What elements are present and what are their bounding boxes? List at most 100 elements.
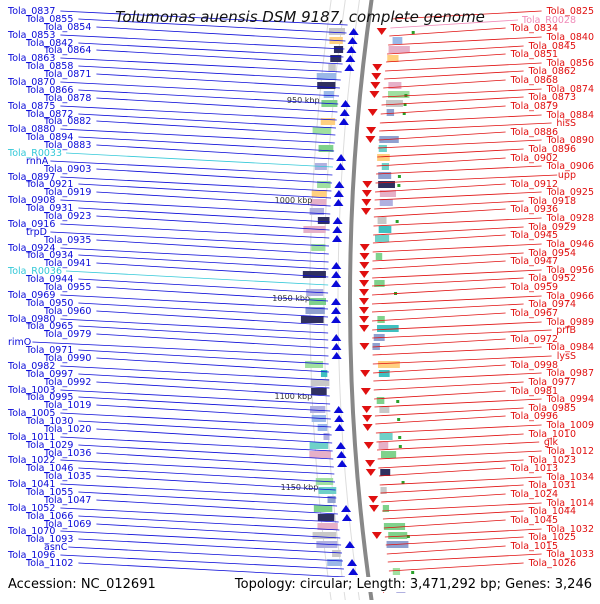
left-gene-label[interactable]: Tola_0858 bbox=[25, 61, 73, 72]
left-gene-label[interactable]: Tola_0950 bbox=[25, 298, 73, 309]
left-gene-label[interactable]: Tola_0995 bbox=[25, 392, 73, 403]
right-gene-label[interactable]: Tola_0886 bbox=[510, 127, 558, 138]
right-gene-label[interactable]: Tola_0959 bbox=[510, 282, 558, 293]
left-gene-label[interactable]: Tola_1029 bbox=[25, 440, 73, 451]
left-gene-label[interactable]: Tola_0894 bbox=[25, 132, 73, 143]
right-gene-label[interactable]: Tola_0977 bbox=[528, 377, 576, 388]
left-gene-label[interactable]: Tola_R0033 bbox=[7, 148, 62, 159]
left-gene-label[interactable]: Tola_1022 bbox=[7, 455, 55, 466]
right-gene-label[interactable]: Tola_0834 bbox=[510, 23, 558, 34]
right-gene-label[interactable]: Tola_1015 bbox=[510, 541, 558, 552]
right-gene-label[interactable]: Tola_0998 bbox=[510, 360, 558, 371]
right-gene-label[interactable]: Tola_1034 bbox=[546, 472, 594, 483]
left-gene-label[interactable]: Tola_0864 bbox=[43, 45, 91, 56]
right-gene-label[interactable]: Tola_0825 bbox=[546, 6, 594, 17]
right-gene-label[interactable]: upp bbox=[558, 170, 576, 181]
left-gene-label[interactable]: Tola_0960 bbox=[43, 306, 91, 317]
left-gene-label[interactable]: Tola_0908 bbox=[7, 195, 55, 206]
right-gene-label[interactable]: Tola_0984 bbox=[546, 342, 594, 353]
right-gene-label[interactable]: Tola_0952 bbox=[528, 273, 576, 284]
left-gene-label[interactable]: Tola_0866 bbox=[25, 85, 73, 96]
right-gene-label[interactable]: Tola_1024 bbox=[510, 489, 558, 500]
left-gene-label[interactable]: Tola_1102 bbox=[25, 558, 73, 569]
left-gene-label[interactable]: Tola_0883 bbox=[43, 140, 91, 151]
left-gene-label[interactable]: Tola_1069 bbox=[43, 519, 91, 530]
right-gene-label[interactable]: Tola_0981 bbox=[510, 386, 558, 397]
right-gene-label[interactable]: Tola_0884 bbox=[546, 110, 594, 121]
right-gene-label[interactable]: Tola_0912 bbox=[510, 179, 558, 190]
left-gene-label[interactable]: Tola_0878 bbox=[43, 93, 91, 104]
left-gene-label[interactable]: Tola_0931 bbox=[25, 203, 73, 214]
left-gene-label[interactable]: Tola_1096 bbox=[7, 550, 55, 561]
right-gene-label[interactable]: Tola_0996 bbox=[510, 411, 558, 422]
right-gene-label[interactable]: Tola_0946 bbox=[546, 239, 594, 250]
right-gene-label[interactable]: Tola_0868 bbox=[510, 75, 558, 86]
right-gene-label[interactable]: Tola_0918 bbox=[528, 196, 576, 207]
left-gene-label[interactable]: Tola_0903 bbox=[43, 164, 91, 175]
right-gene-label[interactable]: Tola_0989 bbox=[546, 317, 594, 328]
left-gene-label[interactable]: Tola_1019 bbox=[43, 400, 91, 411]
right-gene-label[interactable]: Tola_0985 bbox=[528, 403, 576, 414]
left-gene-label[interactable]: Tola_1066 bbox=[25, 511, 73, 522]
left-gene-label[interactable]: Tola_0854 bbox=[43, 22, 91, 33]
right-gene-label[interactable]: prfB bbox=[556, 325, 576, 336]
right-gene-label[interactable]: Tola_0906 bbox=[546, 161, 594, 172]
right-gene-label[interactable]: Tola_0936 bbox=[510, 204, 558, 215]
left-gene-label[interactable]: Tola_1003 bbox=[7, 385, 55, 396]
right-gene-label[interactable]: Tola_1045 bbox=[510, 515, 558, 526]
right-gene-label[interactable]: Tola_0925 bbox=[546, 187, 594, 198]
right-gene-label[interactable]: Tola_1009 bbox=[546, 420, 594, 431]
left-gene-label[interactable]: rimO bbox=[8, 337, 31, 348]
left-gene-label[interactable]: Tola_0837 bbox=[7, 6, 55, 17]
left-gene-label[interactable]: Tola_0916 bbox=[7, 219, 55, 230]
right-gene-label[interactable]: Tola_1023 bbox=[528, 455, 576, 466]
right-gene-label[interactable]: glk bbox=[544, 437, 559, 448]
left-gene-label[interactable]: Tola_0941 bbox=[43, 258, 91, 269]
left-gene-label[interactable]: Tola_0923 bbox=[43, 211, 91, 222]
left-gene-label[interactable]: Tola_0980 bbox=[7, 314, 55, 325]
right-gene-label[interactable]: Tola_0956 bbox=[546, 265, 594, 276]
left-gene-label[interactable]: Tola_0982 bbox=[7, 361, 55, 372]
right-gene-label[interactable]: Tola_0929 bbox=[528, 222, 576, 233]
left-gene-label[interactable]: Tola_1035 bbox=[43, 471, 91, 482]
right-gene-label[interactable]: Tola_0966 bbox=[546, 291, 594, 302]
right-gene-label[interactable]: Tola_0840 bbox=[546, 32, 594, 43]
left-gene-label[interactable]: Tola_0934 bbox=[25, 250, 73, 261]
left-gene-label[interactable]: Tola_0924 bbox=[7, 243, 55, 254]
left-gene-label[interactable]: Tola_0882 bbox=[43, 116, 91, 127]
right-gene-label[interactable]: Tola_1031 bbox=[528, 480, 576, 491]
right-gene-label[interactable]: Tola_0856 bbox=[546, 58, 594, 69]
left-gene-label[interactable]: Tola_1070 bbox=[7, 526, 55, 537]
right-gene-label[interactable]: Tola_0851 bbox=[510, 49, 558, 60]
left-gene-label[interactable]: Tola_0992 bbox=[43, 377, 91, 388]
left-gene-label[interactable]: Tola_1020 bbox=[43, 424, 91, 435]
right-gene-label[interactable]: Tola_0947 bbox=[510, 256, 558, 267]
left-gene-label[interactable]: Tola_R0036 bbox=[7, 266, 62, 277]
left-gene-label[interactable]: Tola_1041 bbox=[7, 479, 55, 490]
right-gene-label[interactable]: Tola_0874 bbox=[546, 84, 594, 95]
left-gene-label[interactable]: Tola_1046 bbox=[25, 463, 73, 474]
left-gene-label[interactable]: Tola_0853 bbox=[7, 30, 55, 41]
left-gene-label[interactable]: Tola_1011 bbox=[7, 432, 55, 443]
right-gene-label[interactable]: Tola_0862 bbox=[528, 66, 576, 77]
right-gene-label[interactable]: Tola_0954 bbox=[528, 248, 576, 259]
right-gene-label[interactable]: Tola_1033 bbox=[546, 549, 594, 560]
right-gene-label[interactable]: Tola_0873 bbox=[528, 92, 576, 103]
right-gene-label[interactable]: Tola_0967 bbox=[510, 308, 558, 319]
left-gene-label[interactable]: Tola_0871 bbox=[43, 69, 91, 80]
right-gene-label[interactable]: Tola_1013 bbox=[510, 463, 558, 474]
right-gene-label[interactable]: Tola_1025 bbox=[528, 532, 576, 543]
left-gene-label[interactable]: rnhA bbox=[26, 156, 49, 167]
right-gene-label[interactable]: Tola_0845 bbox=[528, 41, 576, 52]
left-gene-label[interactable]: Tola_1005 bbox=[7, 408, 55, 419]
left-gene-label[interactable]: Tola_0872 bbox=[25, 109, 73, 120]
left-gene-label[interactable]: trpD bbox=[26, 227, 47, 238]
left-gene-label[interactable]: Tola_0990 bbox=[43, 353, 91, 364]
left-gene-label[interactable]: Tola_1093 bbox=[25, 534, 73, 545]
right-gene-label[interactable]: Tola_0972 bbox=[510, 334, 558, 345]
left-gene-label[interactable]: Tola_0971 bbox=[25, 345, 73, 356]
left-gene-label[interactable]: Tola_0921 bbox=[25, 179, 73, 190]
left-gene-label[interactable]: Tola_0969 bbox=[7, 290, 55, 301]
left-gene-label[interactable]: Tola_1036 bbox=[43, 448, 91, 459]
right-gene-label[interactable]: Tola_0890 bbox=[546, 135, 594, 146]
